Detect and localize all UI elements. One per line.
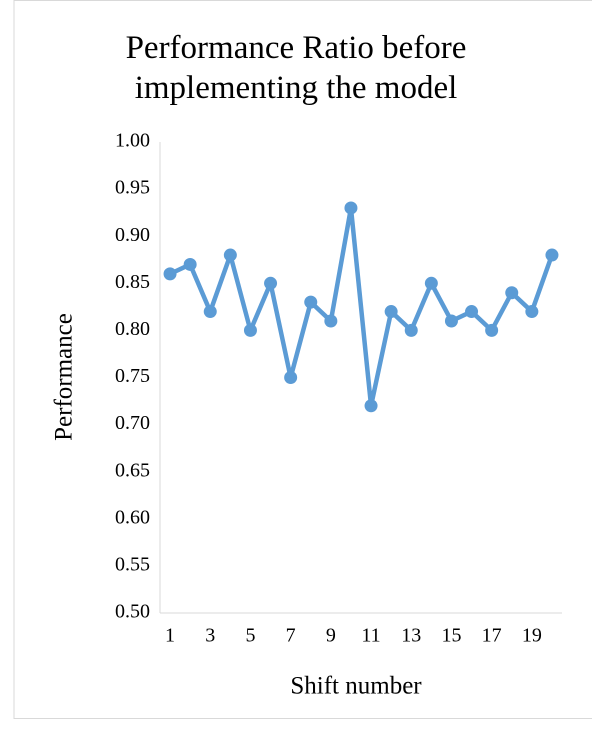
y-tick-label: 0.50 <box>115 601 150 623</box>
y-tick-label: 1.00 <box>115 130 150 152</box>
data-point <box>485 323 499 337</box>
data-point <box>505 286 519 300</box>
data-point <box>264 276 278 290</box>
data-point <box>163 267 177 281</box>
x-tick-label: 17 <box>482 625 502 647</box>
data-point <box>344 201 358 215</box>
y-tick-label: 0.60 <box>115 506 150 528</box>
data-point <box>465 305 479 319</box>
data-point <box>324 314 338 328</box>
data-point <box>545 248 559 262</box>
series-line <box>169 205 555 409</box>
x-tick-label: 3 <box>205 625 215 647</box>
data-point <box>284 371 298 384</box>
data-point <box>444 314 458 328</box>
data-point <box>183 257 197 271</box>
x-tick-label: 11 <box>361 625 380 647</box>
data-point <box>404 323 418 337</box>
y-tick-label: 0.70 <box>115 412 150 434</box>
chart-title: Performance Ratio before implementing th… <box>125 30 467 106</box>
y-axis-title: Performance <box>51 313 78 441</box>
x-tick-label: 1 <box>165 625 175 647</box>
x-tick-label: 5 <box>245 625 255 647</box>
x-tick-label: 15 <box>441 625 461 647</box>
data-point <box>243 323 257 337</box>
chart-border <box>13 0 592 719</box>
data-point <box>384 305 398 319</box>
data-point <box>525 305 539 319</box>
y-tick-label: 0.80 <box>115 318 150 340</box>
y-tick-label: 0.55 <box>115 553 150 575</box>
y-tick-label: 0.65 <box>115 459 150 481</box>
x-tick-label: 7 <box>286 625 296 647</box>
y-tick-label: 0.75 <box>115 365 150 387</box>
x-tick-label: 19 <box>522 625 542 647</box>
x-axis-title: Shift number <box>290 673 422 700</box>
x-tick-label: 9 <box>326 625 336 647</box>
data-point <box>364 399 378 413</box>
data-point <box>304 295 318 309</box>
y-tick-label: 0.90 <box>115 224 150 246</box>
y-tick-label: 0.95 <box>115 177 150 199</box>
data-point <box>203 305 217 319</box>
x-tick-label: 13 <box>401 625 421 647</box>
data-point <box>424 276 438 290</box>
y-tick-label: 0.85 <box>115 271 150 293</box>
data-point <box>223 248 237 262</box>
